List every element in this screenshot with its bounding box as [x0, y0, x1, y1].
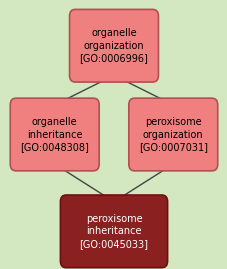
FancyBboxPatch shape	[60, 195, 167, 268]
FancyBboxPatch shape	[128, 98, 217, 171]
Text: organelle
inheritance
[GO:0048308]: organelle inheritance [GO:0048308]	[20, 117, 89, 152]
FancyBboxPatch shape	[10, 98, 99, 171]
Text: peroxisome
organization
[GO:0007031]: peroxisome organization [GO:0007031]	[138, 117, 207, 152]
Text: organelle
organization
[GO:0006996]: organelle organization [GO:0006996]	[79, 28, 148, 63]
FancyBboxPatch shape	[69, 9, 158, 82]
Text: peroxisome
inheritance
[GO:0045033]: peroxisome inheritance [GO:0045033]	[79, 214, 148, 249]
